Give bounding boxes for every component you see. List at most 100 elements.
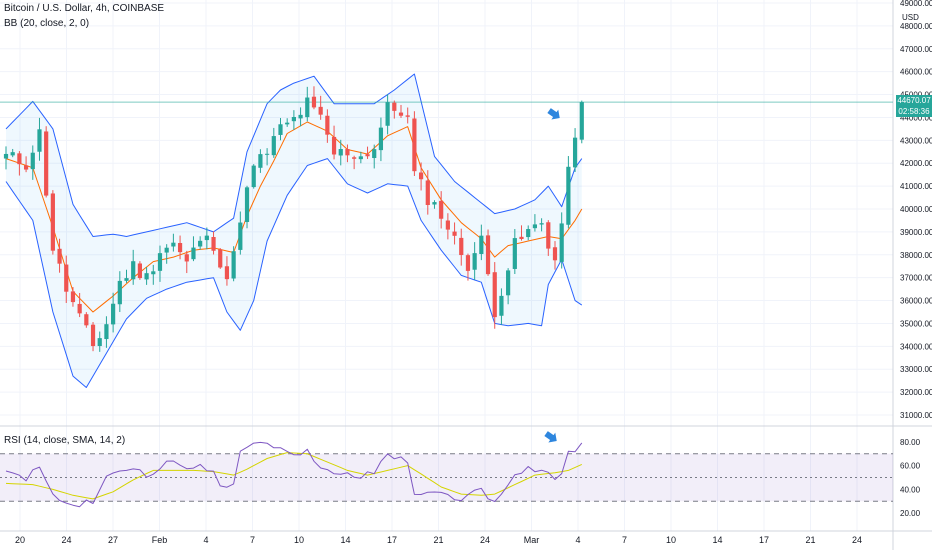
candle <box>552 247 558 261</box>
candle <box>405 115 410 117</box>
symbol-title[interactable]: Bitcoin / U.S. Dollar, 4h, COINBASE <box>4 3 165 14</box>
candle <box>331 136 337 155</box>
time-tick-label: 14 <box>340 535 350 545</box>
bb-lower-band <box>5 158 583 388</box>
candle <box>10 152 15 156</box>
candle <box>177 243 183 253</box>
candle <box>372 149 377 159</box>
candle <box>70 291 76 303</box>
price-tick-label: 37000.00 <box>900 274 932 283</box>
candle <box>325 115 330 135</box>
last-price-tag: 44670.07 <box>896 95 932 106</box>
countdown-tag: 02:58:36 <box>896 106 932 117</box>
candle <box>418 172 424 180</box>
candle <box>311 96 317 108</box>
candle <box>50 193 55 251</box>
candle <box>204 235 209 241</box>
price-tick-label: 33000.00 <box>900 365 932 374</box>
time-tick-label: 24 <box>61 535 71 545</box>
time-tick-label: 4 <box>575 535 580 545</box>
candle <box>64 264 69 292</box>
price-tick-label: 31000.00 <box>900 411 932 420</box>
candle <box>23 165 29 170</box>
candle <box>285 122 290 125</box>
bb-legend[interactable]: BB (20, close, 2, 0) <box>4 18 90 29</box>
candle <box>432 202 437 205</box>
rsi-tick-label: 60.00 <box>900 462 921 471</box>
time-tick-label: 17 <box>387 535 397 545</box>
candle <box>211 236 216 251</box>
rsi-tick-label: 40.00 <box>900 485 921 494</box>
candle <box>499 295 504 316</box>
candle <box>519 236 524 240</box>
candle <box>492 272 497 318</box>
candle <box>171 242 176 247</box>
candle <box>465 255 471 271</box>
price-tick-label: 41000.00 <box>900 182 932 191</box>
candle <box>572 137 578 168</box>
candle <box>244 187 250 223</box>
time-tick-label: 17 <box>759 535 769 545</box>
candle <box>137 263 142 279</box>
rsi-line <box>5 441 583 508</box>
time-tick-label: 24 <box>852 535 862 545</box>
candle <box>265 153 270 155</box>
candle <box>258 154 263 168</box>
time-tick-label: 10 <box>666 535 676 545</box>
candle <box>271 136 276 156</box>
arrow-icon[interactable] <box>546 106 564 123</box>
candle <box>3 153 9 159</box>
time-tick-label: 21 <box>433 535 443 545</box>
price-tick-label: 46000.00 <box>900 68 932 77</box>
candle <box>546 222 551 249</box>
time-tick-label: 20 <box>15 535 25 545</box>
price-tick-label: 39000.00 <box>900 228 932 237</box>
candle <box>251 165 256 188</box>
time-tick-label: 4 <box>203 535 208 545</box>
candle <box>117 280 122 305</box>
candle <box>566 166 571 225</box>
candle <box>151 271 156 275</box>
candle <box>479 235 484 254</box>
currency-label: USD <box>902 13 919 22</box>
candle <box>218 249 223 268</box>
candle <box>345 149 350 156</box>
candle <box>579 102 584 140</box>
price-tick-label: 47000.00 <box>900 45 932 54</box>
candle <box>144 273 149 280</box>
candle <box>506 270 511 296</box>
candle <box>526 229 531 238</box>
time-tick-label: 7 <box>622 535 627 545</box>
candle <box>485 235 491 275</box>
candle <box>412 118 417 172</box>
candle <box>44 131 49 196</box>
candle <box>559 223 564 262</box>
candle <box>198 240 203 247</box>
candle <box>164 247 169 253</box>
time-tick-label: 7 <box>250 535 255 545</box>
candle <box>17 153 22 165</box>
price-tick-label: 44000.00 <box>900 113 932 122</box>
time-tick-label: Feb <box>152 535 168 545</box>
candle <box>124 278 129 281</box>
candle <box>358 156 363 160</box>
candle <box>398 112 404 116</box>
candle <box>231 251 236 279</box>
price-tick-label: 36000.00 <box>900 297 932 306</box>
candle <box>539 223 544 225</box>
rsi-tick-label: 20.00 <box>900 509 921 518</box>
time-tick-label: 10 <box>294 535 304 545</box>
price-tick-label: 40000.00 <box>900 205 932 214</box>
rsi-legend[interactable]: RSI (14, close, SMA, 14, 2) <box>4 435 126 446</box>
candle <box>111 303 116 325</box>
candle <box>352 157 357 159</box>
time-tick-label: 27 <box>108 535 118 545</box>
time-tick-label: Mar <box>524 535 540 545</box>
price-tick-label: 35000.00 <box>900 319 932 328</box>
arrow-icon[interactable] <box>543 429 561 446</box>
candle <box>191 247 196 260</box>
candle <box>459 237 464 256</box>
candle <box>392 102 397 111</box>
